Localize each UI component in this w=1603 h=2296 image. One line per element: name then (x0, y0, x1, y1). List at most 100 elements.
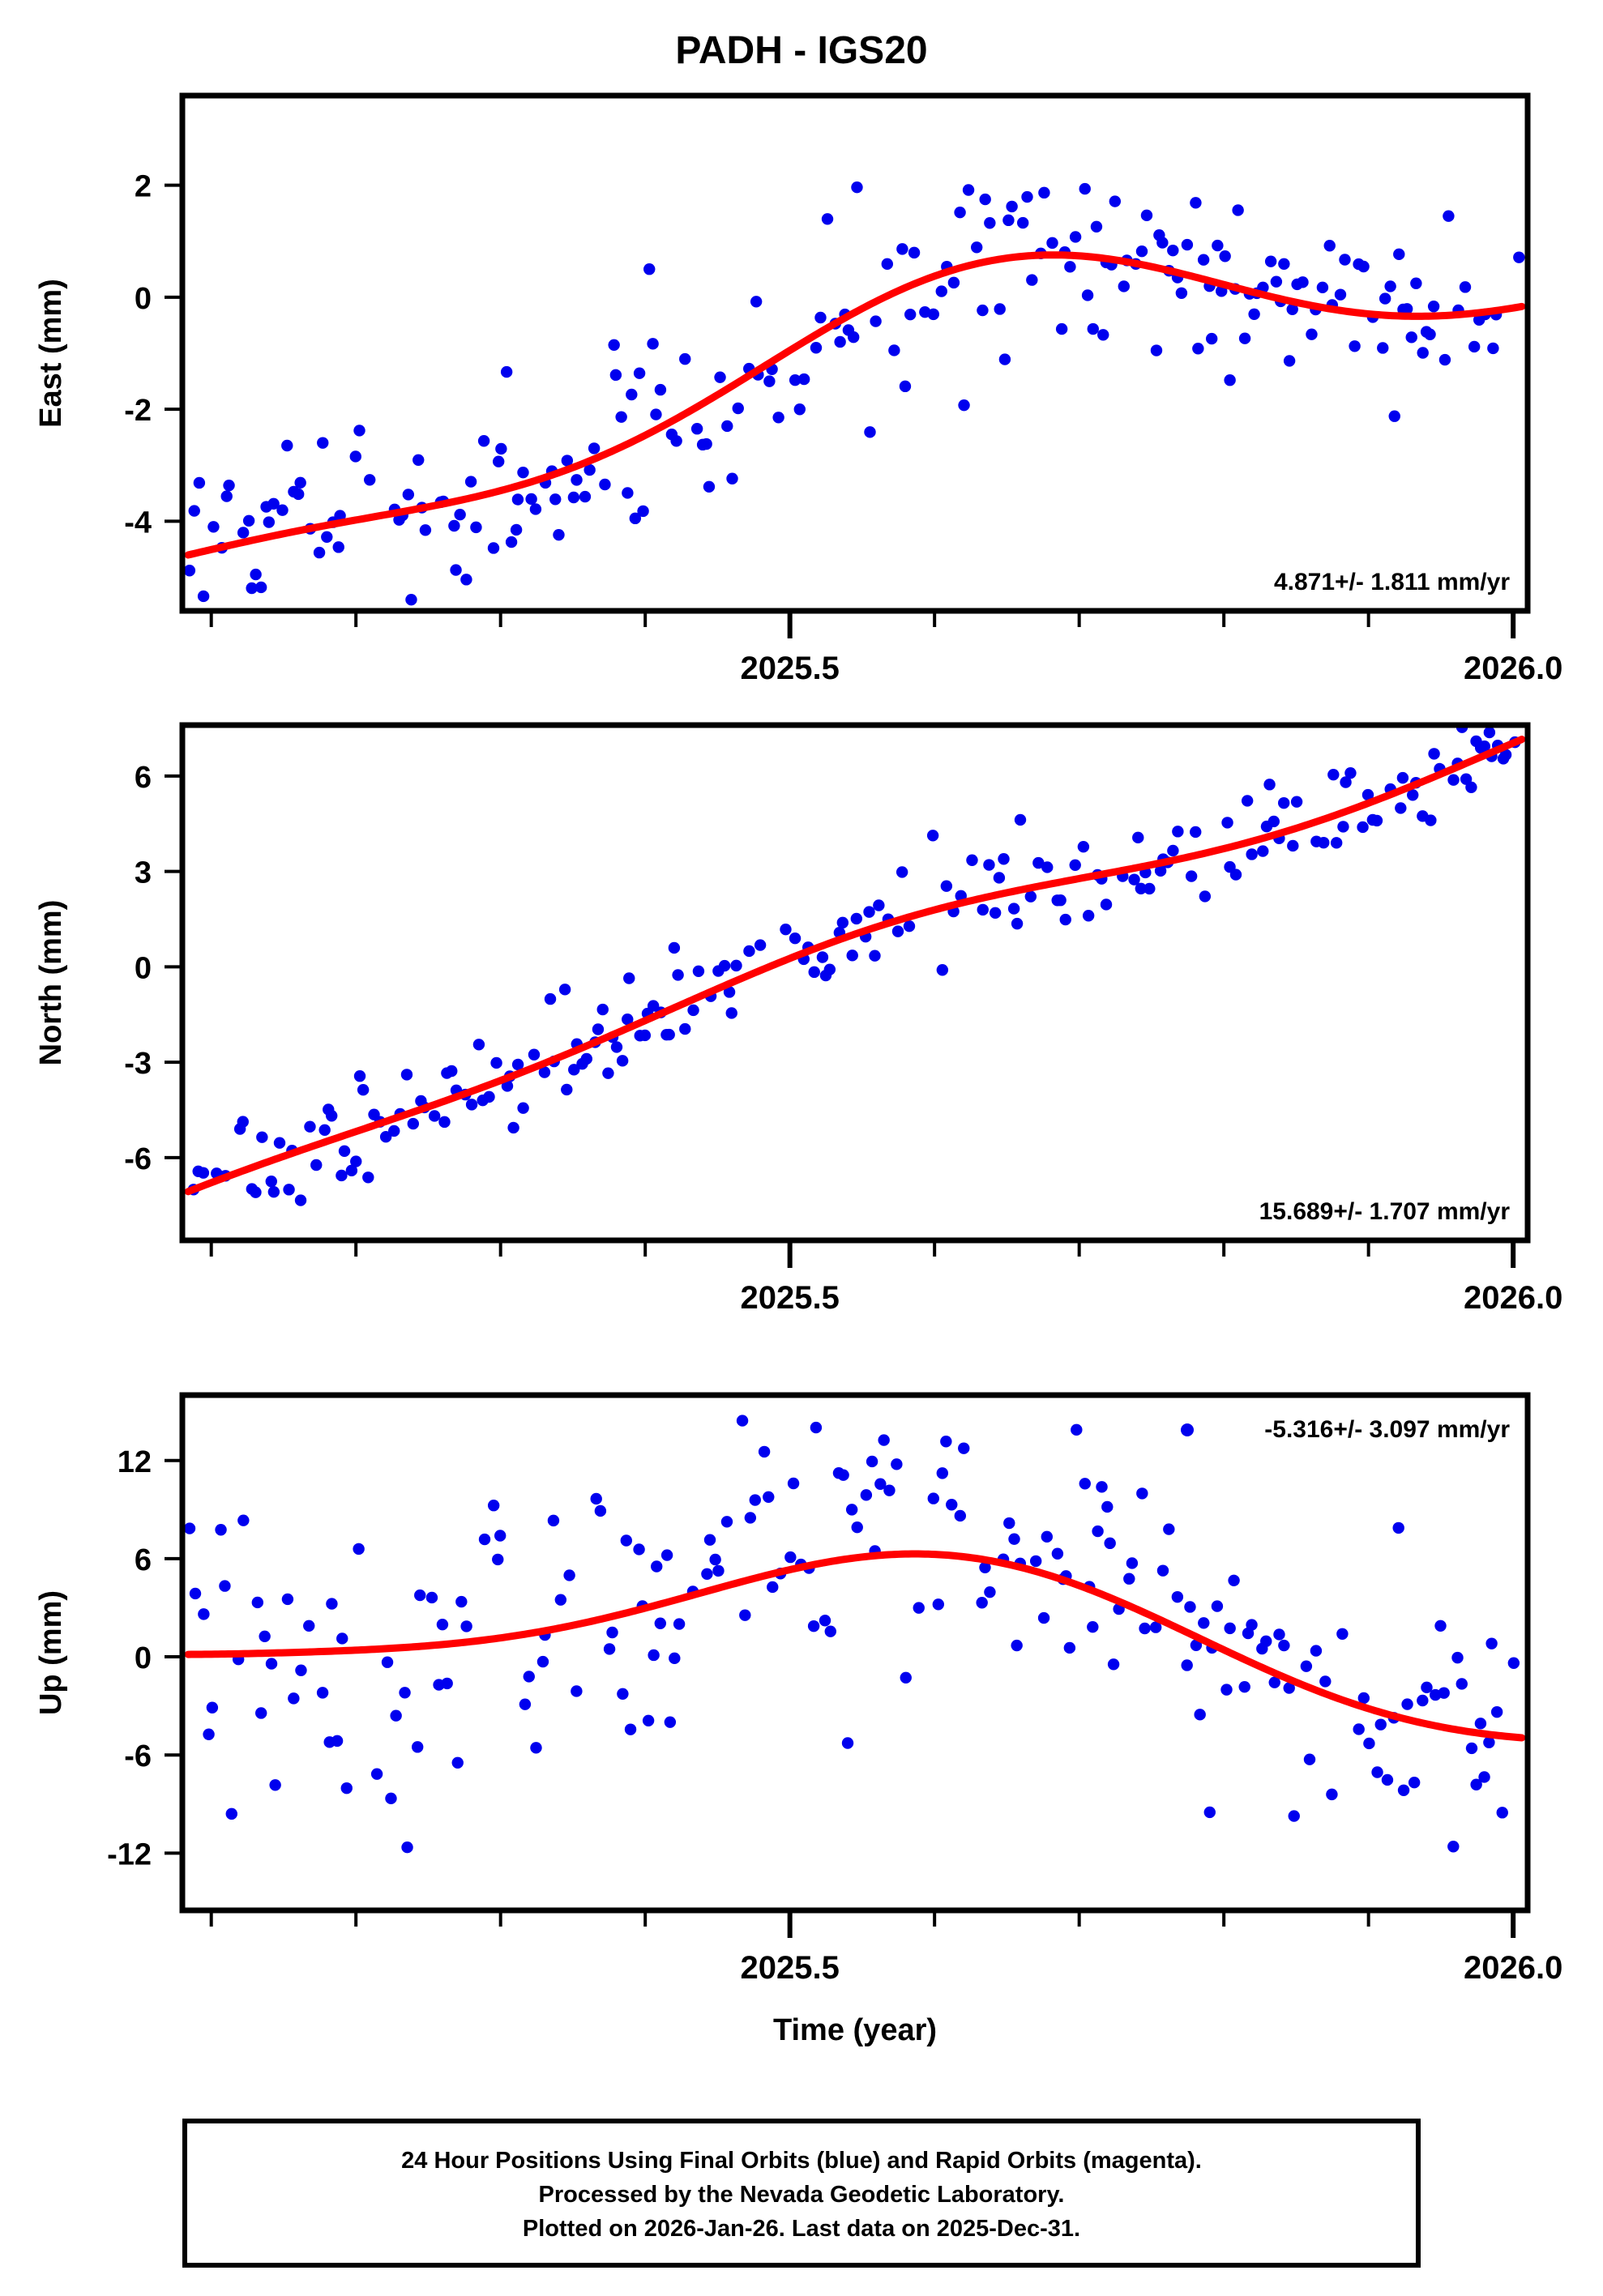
data-point (850, 912, 863, 925)
y-tick-label: 2 (135, 170, 152, 204)
data-point (1496, 1807, 1508, 1819)
data-point (984, 217, 996, 229)
data-point (1069, 859, 1081, 871)
x-tick-label: 2025.5 (741, 1280, 840, 1316)
data-point (567, 491, 580, 504)
data-point (267, 497, 280, 510)
data-point (1465, 1742, 1478, 1755)
data-point (1219, 250, 1231, 262)
y-tick-label: 0 (135, 951, 152, 985)
data-point (472, 1039, 485, 1051)
data-point (639, 1029, 652, 1042)
data-point (1303, 1753, 1316, 1765)
data-point (399, 1687, 411, 1699)
data-point (725, 1007, 737, 1019)
data-point (1277, 796, 1290, 809)
data-point (1238, 332, 1251, 344)
data-point (1257, 845, 1269, 857)
data-point (1241, 795, 1254, 807)
data-point (414, 1589, 426, 1602)
data-point (703, 1534, 716, 1546)
data-point (1198, 1617, 1210, 1629)
plot-frame (179, 92, 1531, 614)
data-point (709, 1553, 721, 1566)
data-point (1197, 254, 1210, 266)
data-point (668, 941, 681, 954)
data-point (913, 1602, 925, 1614)
data-point (454, 508, 466, 521)
data-point (1483, 1736, 1495, 1748)
data-point (648, 1649, 660, 1662)
data-point (519, 1698, 532, 1710)
data-point (1194, 1709, 1206, 1721)
data-point (927, 1492, 940, 1504)
data-point (1163, 1523, 1175, 1535)
data-point (947, 276, 960, 289)
data-point (1024, 890, 1037, 903)
data-point (1408, 1777, 1421, 1789)
data-point (873, 899, 885, 911)
data-point (836, 916, 849, 929)
data-point (936, 1467, 949, 1479)
data-point (1370, 814, 1383, 827)
data-point (784, 1551, 797, 1564)
data-point (250, 568, 262, 581)
data-point (1107, 1658, 1120, 1671)
data-point (1238, 1680, 1250, 1693)
data-point (998, 853, 1010, 865)
data-point (483, 1090, 495, 1103)
data-point (523, 1671, 535, 1683)
data-point (223, 479, 235, 492)
data-point (1224, 1622, 1236, 1635)
data-point (336, 1169, 348, 1182)
data-point (935, 285, 947, 297)
data-point (340, 1782, 353, 1795)
data-point (254, 581, 267, 594)
data-point (750, 296, 763, 308)
data-point (265, 1658, 278, 1670)
data-point (338, 1145, 351, 1157)
data-point (364, 474, 376, 486)
data-point (1290, 796, 1303, 808)
data-point (353, 1070, 366, 1082)
data-point (198, 1608, 210, 1620)
up-panel: 12 6 0 -6 -12 2025.5 2026.0 Up (mm) Time (year) -… (34, 1392, 1562, 2047)
data-point (1349, 340, 1361, 352)
data-point (712, 1564, 725, 1577)
data-point (1318, 836, 1330, 849)
data-point (1361, 788, 1374, 801)
data-point (571, 474, 583, 486)
data-point (888, 344, 900, 356)
data-point (256, 1131, 268, 1143)
data-point (325, 1110, 338, 1122)
data-point (510, 523, 523, 536)
data-point (1181, 1659, 1193, 1671)
data-point (1468, 340, 1481, 353)
data-point (1246, 848, 1258, 860)
data-point (891, 1458, 903, 1470)
x-tick-label: 2026.0 (1464, 651, 1562, 686)
data-point (1149, 1621, 1162, 1633)
data-point (1171, 1590, 1184, 1603)
data-point (448, 519, 460, 532)
data-point (883, 1484, 896, 1496)
data-point (215, 1524, 227, 1536)
data-point (1063, 1641, 1076, 1654)
data-point (206, 1701, 219, 1713)
data-point (900, 1671, 912, 1684)
data-point (670, 435, 682, 447)
data-point (436, 1618, 449, 1631)
data-point (651, 1560, 663, 1573)
data-point (1175, 287, 1188, 299)
data-point (1428, 748, 1440, 760)
data-point (617, 1688, 629, 1700)
data-point (1014, 813, 1027, 826)
data-point (495, 442, 507, 455)
x-tick-label: 2026.0 (1464, 1280, 1562, 1316)
data-point (334, 510, 346, 522)
data-point (494, 1530, 507, 1542)
data-point (650, 408, 662, 420)
data-point (596, 1003, 609, 1016)
data-point (1388, 410, 1400, 422)
data-point (530, 1742, 542, 1754)
